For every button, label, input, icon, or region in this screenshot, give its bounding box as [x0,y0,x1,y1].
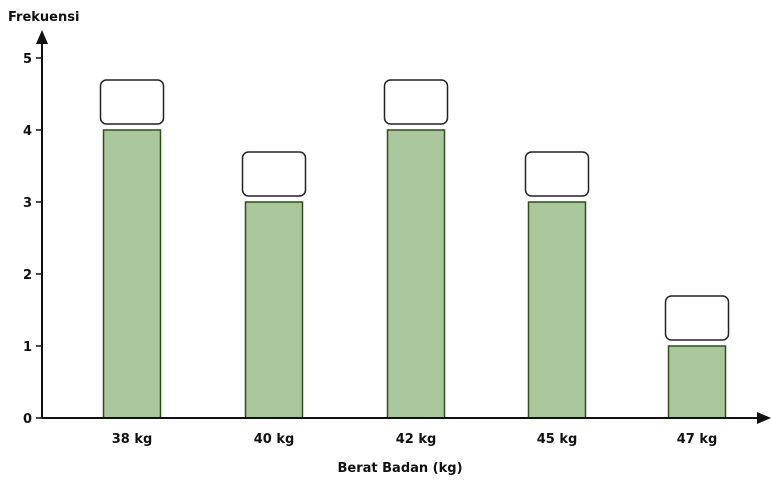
y-tick-label: 2 [23,268,32,283]
y-tick-label: 4 [23,124,32,139]
bar-47-kg [667,345,727,419]
x-tick-label: 42 kg [396,432,437,447]
x-tick-label: 38 kg [112,432,153,447]
bar-42-kg [386,129,446,419]
y-tick-label: 3 [23,196,32,211]
empty-value-box [99,79,165,125]
bar-40-kg [244,201,304,419]
y-tick-label: 1 [23,340,32,355]
x-tick-label: 47 kg [677,432,718,447]
y-tick-label: 5 [23,52,32,67]
x-tick-label: 40 kg [254,432,295,447]
y-axis-arrow-icon [36,30,48,44]
y-ticks-layer: 0 1 2 3 4 5 [23,52,42,427]
y-axis-label: Frekuensi [8,10,79,25]
empty-value-box [524,151,590,197]
x-axis-label: Berat Badan (kg) [337,461,462,476]
x-tick-label: 45 kg [537,432,578,447]
axes-layer [36,30,771,424]
bar-45-kg [527,201,587,419]
empty-value-box [383,79,449,125]
x-ticks-layer: 38 kg 40 kg 42 kg 45 kg 47 kg [112,432,718,447]
bars-layer [102,129,727,419]
empty-value-box [241,151,307,197]
empty-value-box [664,295,730,341]
x-axis-arrow-icon [757,412,771,424]
label-boxes-layer [99,79,730,341]
y-tick-label: 0 [23,412,32,427]
bar-38-kg [102,129,162,419]
